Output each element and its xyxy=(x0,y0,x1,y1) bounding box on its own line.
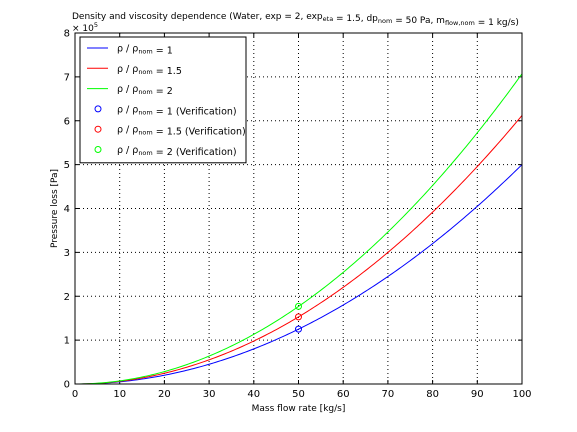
x-tick-label: 40 xyxy=(247,389,260,400)
x-tick-label: 10 xyxy=(113,389,126,400)
legend-entry: ρ / ρnom = 2 xyxy=(117,84,173,97)
legend-marker xyxy=(94,146,102,153)
verification-marker xyxy=(295,325,302,333)
y-axis-multiplier: × 105 xyxy=(72,21,98,34)
y-tick-label: 4 xyxy=(64,204,70,215)
legend-symbol xyxy=(94,146,102,153)
y-tick-label: 6 xyxy=(64,116,70,127)
verification-marker xyxy=(295,313,302,321)
x-tick-label: 30 xyxy=(203,389,216,400)
legend-entry: ρ / ρnom = 2 (Verification) xyxy=(117,145,237,158)
x-tick-label: 90 xyxy=(471,389,484,400)
legend-marker xyxy=(94,105,102,113)
legend-entry: ρ / ρnom = 1 xyxy=(117,44,173,57)
y-tick-label: 3 xyxy=(64,248,70,259)
y-tick-label: 2 xyxy=(64,292,70,303)
legend-entry: ρ / ρnom = 1.5 (Verification) xyxy=(117,125,246,138)
axes-box xyxy=(74,32,523,385)
series-line xyxy=(74,73,523,385)
legend-entry: ρ / ρnom = 1 (Verification) xyxy=(117,104,237,117)
legend-symbol xyxy=(94,125,102,133)
y-tick-label: 7 xyxy=(64,72,70,83)
y-tick-label: 8 xyxy=(64,29,70,40)
legend: ρ / ρnom = 1 ρ / ρnom = 1.5 ρ / ρnom = 2 ρ … xyxy=(79,36,247,164)
x-tick-label: 60 xyxy=(337,389,350,400)
legend-marker xyxy=(94,125,102,133)
x-tick-label: 70 xyxy=(382,389,395,400)
y-tick-label: 5 xyxy=(64,160,70,171)
x-tick-label: 50 xyxy=(292,389,305,400)
y-tick-label: 0 xyxy=(64,380,70,391)
series-line xyxy=(74,115,523,385)
x-tick-label: 20 xyxy=(158,389,171,400)
x-tick-label: 80 xyxy=(426,389,439,400)
x-tick-label: 100 xyxy=(512,389,531,400)
x-axis-label: Mass flow rate [kg/s] xyxy=(252,404,346,414)
verification-marker xyxy=(295,302,302,310)
y-tick-label: 1 xyxy=(64,336,70,347)
chart-title: Density and viscosity dependence (Water,… xyxy=(72,12,519,28)
legend-entry: ρ / ρnom = 1.5 xyxy=(117,64,182,77)
legend-box xyxy=(79,36,247,164)
legend-symbol xyxy=(94,105,102,113)
y-axis-label: Pressure loss [Pa] xyxy=(50,169,60,248)
series-line xyxy=(74,164,523,385)
x-tick-label: 0 xyxy=(72,389,78,400)
